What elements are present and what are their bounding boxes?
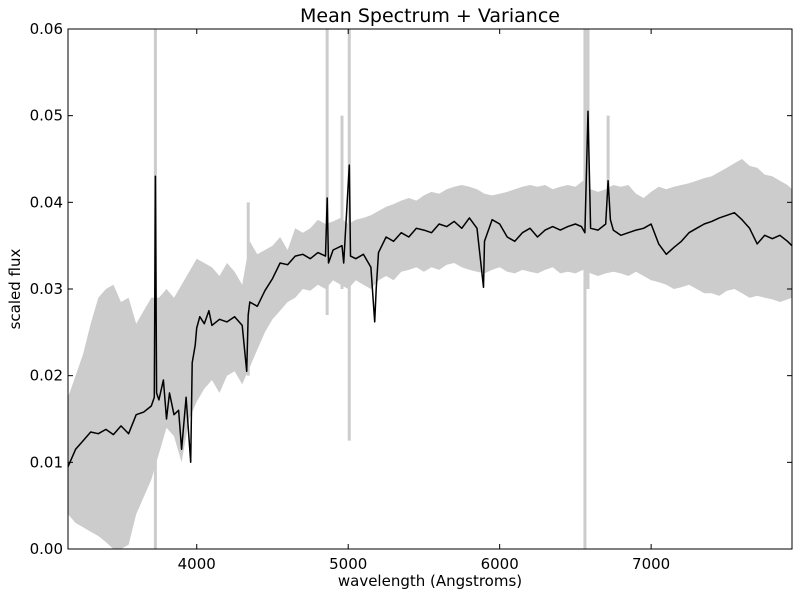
x-axis-label: wavelength (Angstroms)	[338, 572, 522, 590]
x-tick-label: 5000	[329, 555, 367, 573]
plot-frame	[67, 28, 793, 550]
y-tick-label: 0.01	[30, 453, 63, 471]
variance-band-layer	[68, 159, 792, 549]
y-tick-label: 0.02	[30, 367, 63, 385]
x-tick-label: 4000	[178, 555, 216, 573]
y-axis-label: scaled flux	[6, 248, 24, 329]
y-tick-label: 0.00	[30, 540, 63, 558]
x-tick-label: 6000	[481, 555, 519, 573]
y-tick-label: 0.05	[30, 107, 63, 125]
mean-spectrum-line	[67, 110, 793, 468]
variance-band	[68, 159, 792, 549]
y-tick-label: 0.06	[30, 20, 63, 38]
y-tick-label: 0.04	[30, 193, 63, 211]
chart-title: Mean Spectrum + Variance	[300, 5, 560, 27]
tick-layer: 4000 5000 6000 7000 0.00 0.01 0.02 0.03 0.04 0.05…	[30, 20, 792, 573]
mean-line-layer	[67, 110, 793, 468]
y-tick-label: 0.03	[30, 280, 63, 298]
x-tick-label: 7000	[632, 555, 670, 573]
